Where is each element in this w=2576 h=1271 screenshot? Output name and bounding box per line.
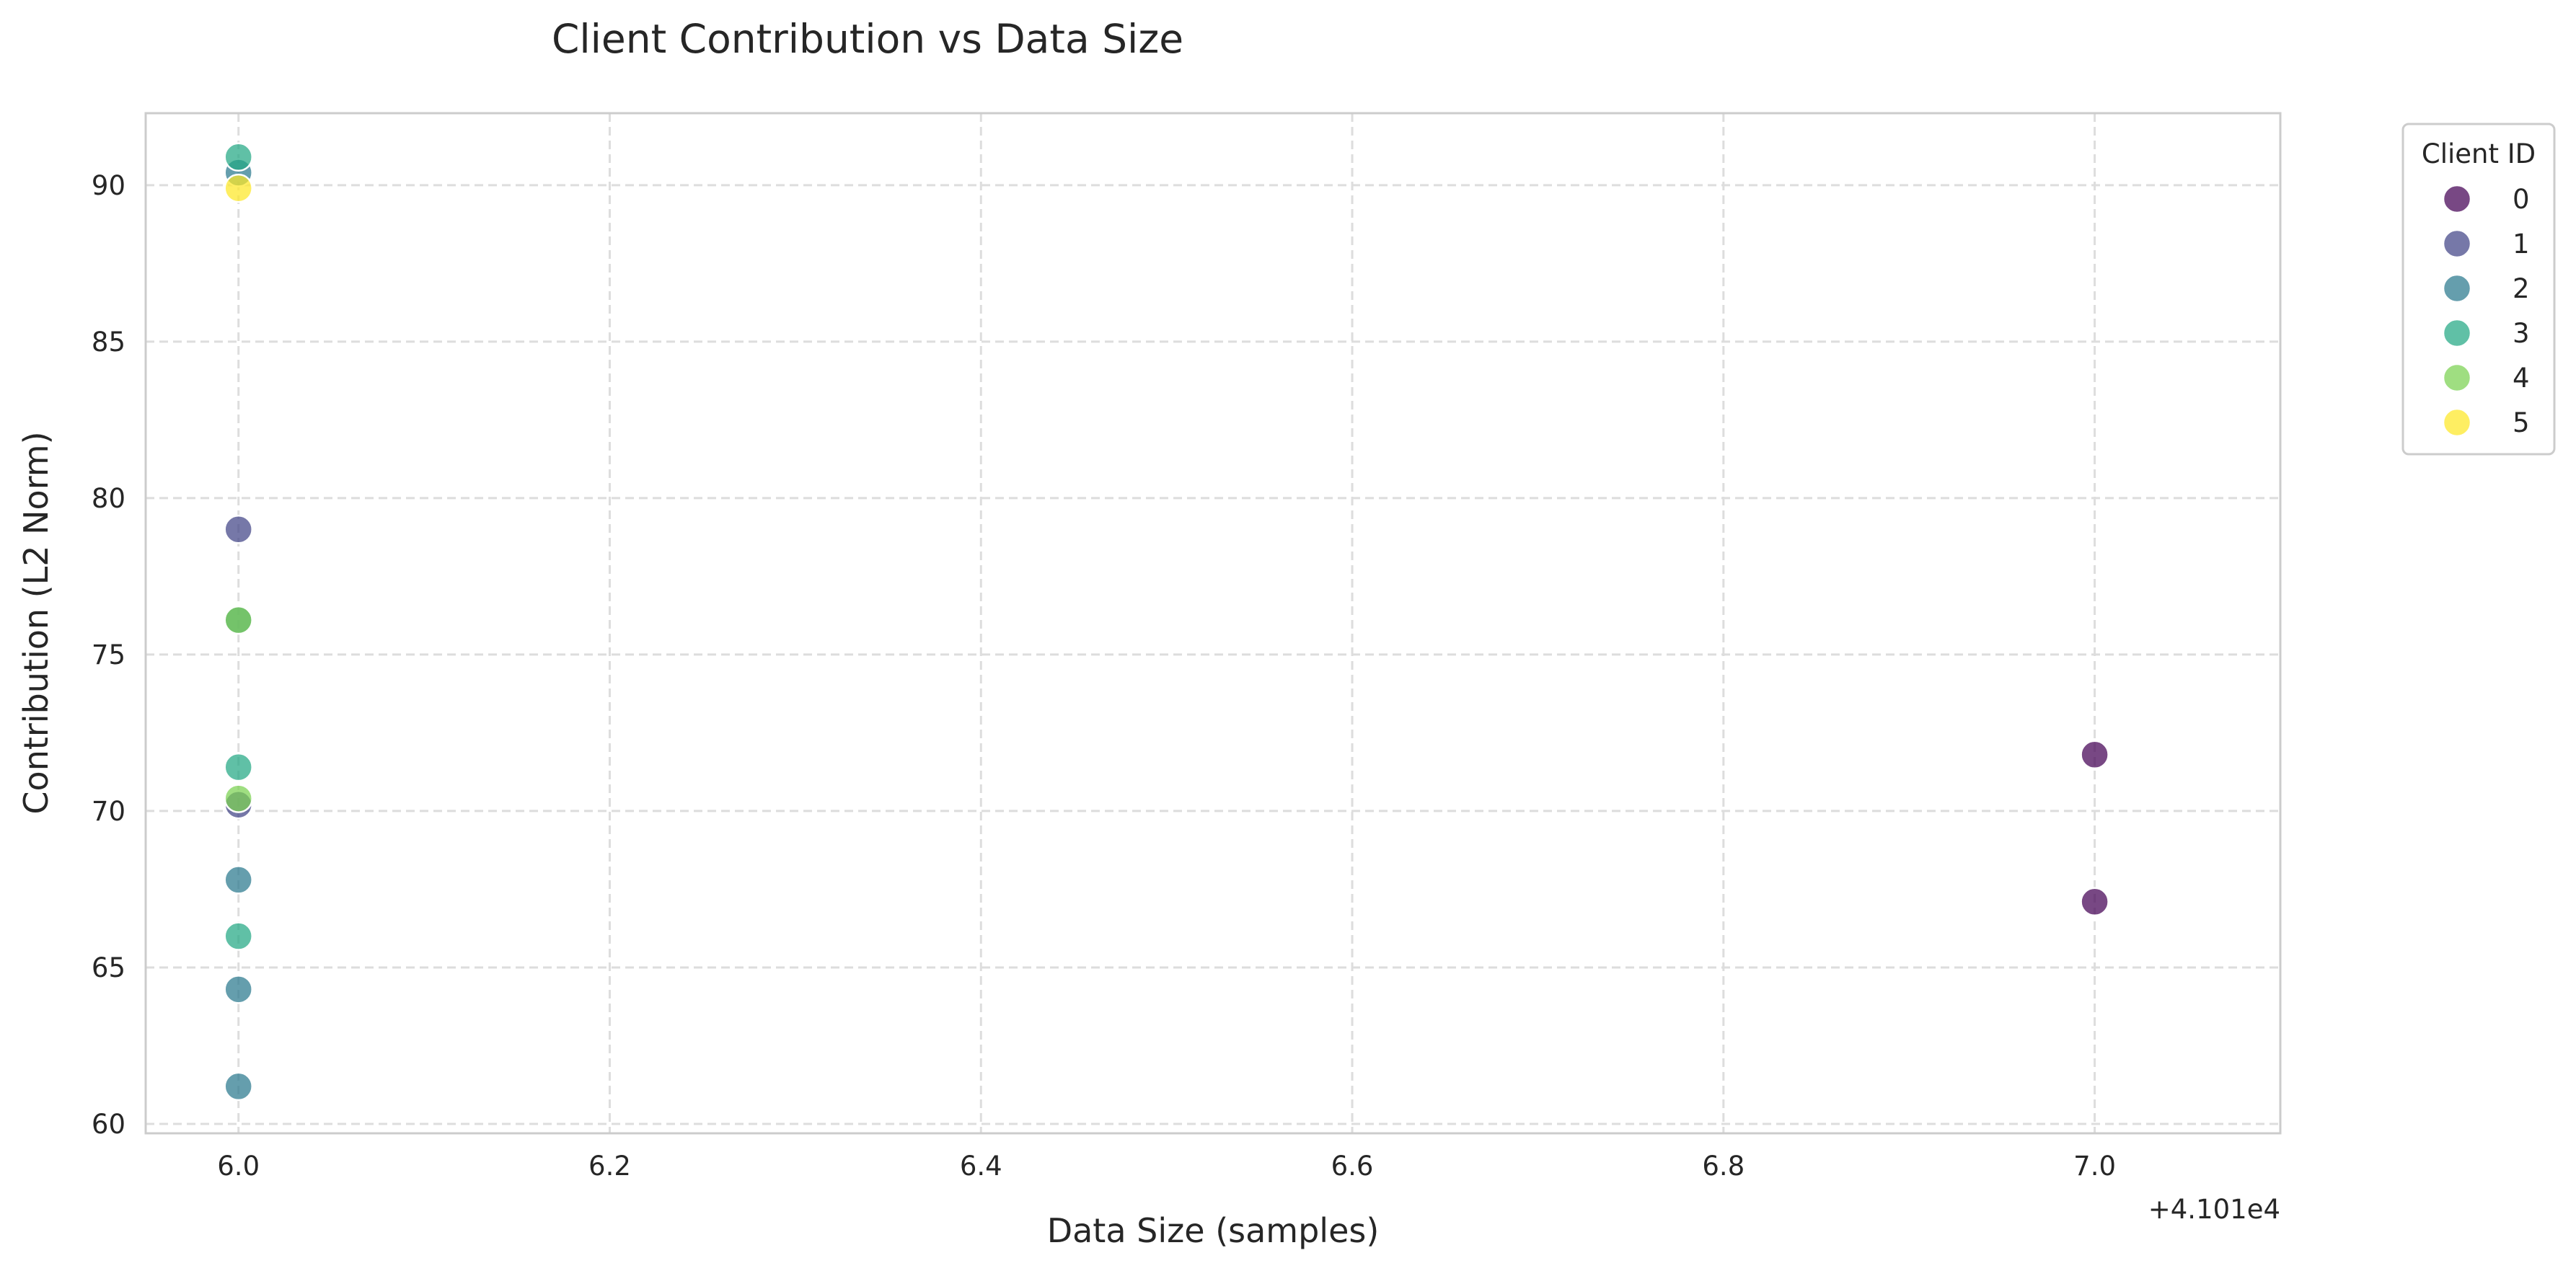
legend-label: 3	[2513, 318, 2530, 349]
legend-label: 1	[2513, 229, 2530, 260]
legend: Client ID 0 1 2 3 4 5	[2401, 123, 2556, 456]
legend-marker	[2442, 229, 2472, 259]
legend-entries: 0 1 2 3 4 5	[2442, 184, 2530, 438]
legend-label: 0	[2513, 184, 2530, 215]
data-points	[224, 142, 2109, 1102]
data-point-client-1	[224, 515, 253, 544]
legend-marker	[2442, 184, 2472, 214]
chart-title: Client Contribution vs Data Size	[552, 16, 1183, 62]
data-point-client-3	[224, 921, 253, 951]
x-tick-label: 6.2	[588, 1151, 631, 1182]
x-tick-label: 7.0	[2073, 1151, 2116, 1182]
legend-marker	[2442, 318, 2472, 348]
y-tick-label: 90	[92, 170, 125, 201]
data-point-client-4	[224, 605, 253, 635]
data-point-client-5	[224, 173, 253, 203]
legend-label: 5	[2513, 407, 2530, 438]
data-point-client-3	[224, 752, 253, 782]
y-tick-label: 85	[92, 327, 125, 358]
legend-label: 4	[2513, 363, 2530, 394]
y-axis-label: Contribution (L2 Norm)	[17, 431, 56, 814]
legend-marker	[2442, 363, 2472, 393]
x-tick-label: 6.4	[960, 1151, 1002, 1182]
y-tick-labels: 60 65 70 75 80 85 90	[92, 170, 125, 1140]
x-offset-label: +4.101e4	[2148, 1194, 2280, 1225]
data-point-client-2	[224, 1071, 253, 1102]
y-tick-label: 70	[92, 796, 125, 827]
y-tick-label: 80	[92, 483, 125, 514]
data-point-client-2	[224, 975, 253, 1004]
x-axis-label: Data Size (samples)	[1047, 1211, 1380, 1250]
y-tick-label: 75	[92, 639, 125, 670]
x-tick-label: 6.6	[1331, 1151, 1374, 1182]
legend-title: Client ID	[2422, 138, 2536, 169]
data-point-client-3	[224, 142, 253, 172]
data-point-client-4	[224, 784, 253, 813]
x-tick-label: 6.0	[217, 1151, 260, 1182]
data-point-client-0	[2080, 740, 2109, 770]
legend-box	[2401, 123, 2556, 456]
grid-lines	[146, 113, 2280, 1133]
legend-label: 2	[2513, 273, 2530, 304]
legend-marker	[2442, 407, 2472, 438]
data-point-client-2	[224, 865, 253, 895]
y-tick-label: 60	[92, 1109, 125, 1140]
x-tick-labels: 6.0 6.2 6.4 6.6 6.8 7.0	[217, 1151, 2116, 1182]
x-tick-label: 6.8	[1702, 1151, 1744, 1182]
y-tick-label: 65	[92, 952, 125, 983]
legend-marker	[2442, 273, 2472, 304]
data-point-client-0	[2080, 887, 2109, 917]
plot-frame	[144, 112, 2282, 1135]
